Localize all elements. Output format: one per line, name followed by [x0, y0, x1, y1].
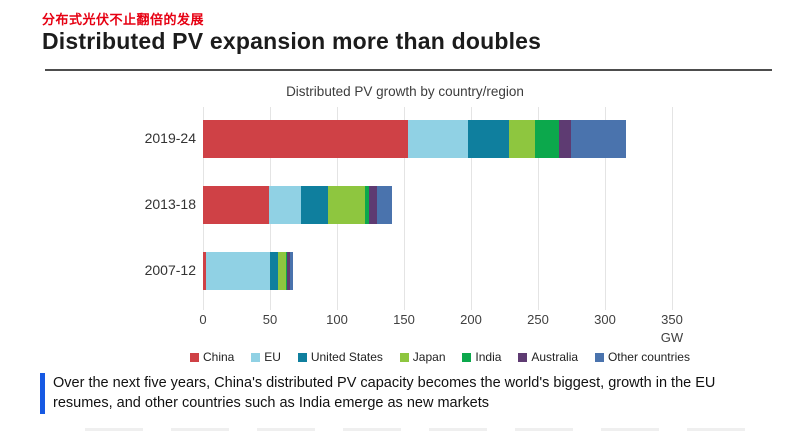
bar-segment-other-countries-2019-24 — [571, 120, 627, 158]
bar-segment-china-2019-24 — [203, 120, 409, 158]
bar-segment-china-2007-12 — [203, 252, 206, 290]
legend-swatch-icon — [297, 352, 307, 362]
legend-swatch-icon — [251, 352, 261, 362]
bar-2019-24 — [203, 120, 627, 158]
bar-segment-japan-2013-18 — [327, 186, 366, 224]
bar-segment-eu-2007-12 — [205, 252, 270, 290]
bar-segment-united-states-2007-12 — [269, 252, 279, 290]
bar-segment-united-states-2013-18 — [300, 186, 328, 224]
legend-label: Australia — [531, 350, 579, 364]
bar-segment-united-states-2019-24 — [468, 120, 509, 158]
gridline-150 — [404, 107, 405, 310]
category-label-2019-24: 2019-24 — [144, 130, 196, 146]
legend-swatch-icon — [518, 352, 528, 362]
legend-label: India — [475, 350, 502, 364]
bar-segment-other-countries-2007-12 — [290, 252, 293, 290]
legend-swatch-icon — [594, 352, 604, 362]
legend-item-other-countries: Other countries — [594, 350, 690, 364]
caption-accent-bar — [40, 373, 45, 414]
bar-segment-india-2007-12 — [286, 252, 288, 290]
bar-segment-japan-2019-24 — [508, 120, 536, 158]
cropped-next-line — [85, 428, 745, 431]
bar-segment-india-2019-24 — [535, 120, 560, 158]
gridline-200 — [471, 107, 472, 310]
legend-label: United States — [310, 350, 383, 364]
chinese-subtitle: 分布式光伏不止翻倍的发展 — [42, 12, 205, 27]
gridline-250 — [538, 107, 539, 310]
bar-segment-other-countries-2013-18 — [377, 186, 392, 224]
legend-label: EU — [264, 350, 281, 364]
caption-block: Over the next five years, China's distri… — [40, 373, 770, 414]
legend-item-japan: Japan — [399, 350, 446, 364]
legend-item-china: China — [190, 350, 234, 364]
legend-swatch-icon — [190, 352, 199, 362]
category-label-2007-12: 2007-12 — [144, 262, 196, 278]
gridline-350 — [672, 107, 673, 310]
category-label-2013-18: 2013-18 — [144, 196, 196, 212]
gridline-300 — [605, 107, 606, 310]
bar-segment-australia-2019-24 — [559, 120, 572, 158]
page-title: Distributed PV expansion more than doubl… — [42, 28, 542, 54]
bar-2007-12 — [203, 252, 293, 290]
chart-legend: China EU United States Japan India Australia O… — [190, 350, 690, 364]
bar-segment-china-2013-18 — [203, 186, 269, 224]
caption-text: Over the next five years, China's distri… — [53, 375, 716, 412]
plot-area — [203, 107, 690, 310]
tick-label-200: 200 — [460, 312, 482, 327]
bar-segment-eu-2019-24 — [408, 120, 469, 158]
legend-swatch-icon — [399, 352, 409, 362]
legend-label: Other countries — [607, 350, 690, 364]
bar-2013-18 — [203, 186, 392, 224]
legend-item-australia: Australia — [518, 350, 578, 364]
axis-unit-label: GW — [660, 330, 684, 345]
tick-label-100: 100 — [326, 312, 348, 327]
chart-title: Distributed PV growth by country/region — [286, 84, 524, 99]
legend-swatch-icon — [462, 352, 472, 362]
legend-label: China — [203, 350, 235, 364]
bar-segment-japan-2007-12 — [278, 252, 287, 290]
legend-item-united-states: United States — [297, 350, 383, 364]
tick-label-0: 0 — [199, 312, 207, 327]
tick-label-50: 50 — [262, 312, 278, 327]
title-divider — [45, 69, 772, 71]
tick-label-150: 150 — [393, 312, 415, 327]
legend-item-india: India — [462, 350, 501, 364]
tick-label-350: 350 — [661, 312, 683, 327]
bar-segment-australia-2013-18 — [369, 186, 378, 224]
bar-segment-eu-2013-18 — [268, 186, 301, 224]
legend-item-eu: EU — [251, 350, 281, 364]
tick-label-300: 300 — [594, 312, 616, 327]
tick-label-250: 250 — [527, 312, 549, 327]
bar-segment-india-2013-18 — [365, 186, 370, 224]
legend-label: Japan — [412, 350, 446, 364]
bar-segment-australia-2007-12 — [287, 252, 291, 290]
